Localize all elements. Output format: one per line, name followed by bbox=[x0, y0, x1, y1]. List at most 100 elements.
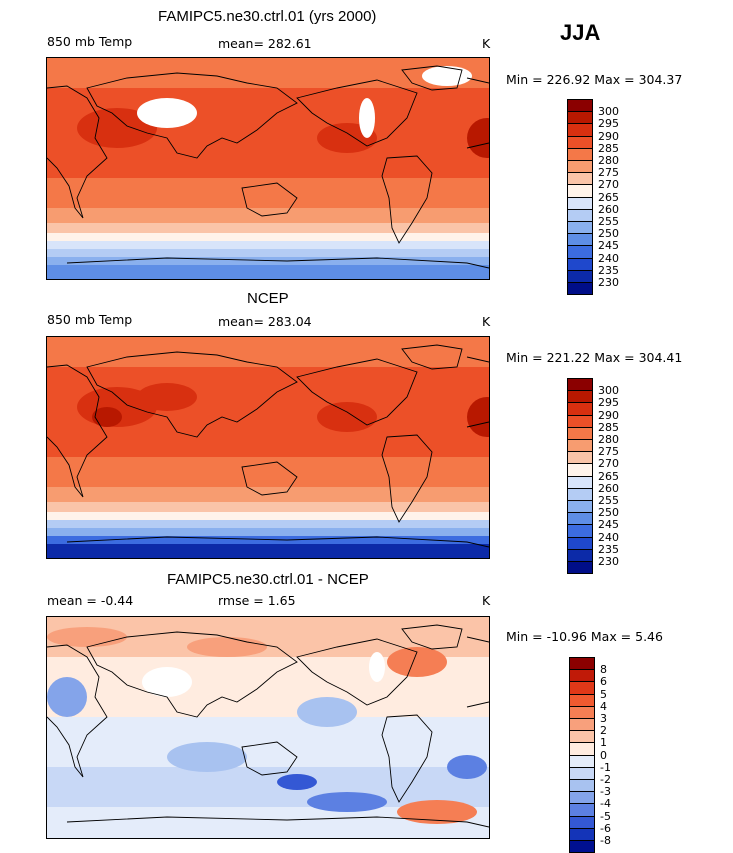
colorbar-swatch bbox=[567, 123, 593, 137]
coastline bbox=[241, 182, 298, 217]
map-anomaly bbox=[277, 774, 317, 790]
map-band bbox=[47, 536, 489, 544]
map-anomaly bbox=[167, 742, 247, 772]
colorbar-swatch bbox=[569, 693, 595, 707]
panel2-minmax: Min = 221.22 Max = 304.41 bbox=[506, 350, 683, 365]
colorbar-swatch bbox=[567, 172, 593, 186]
colorbar-swatch bbox=[567, 269, 593, 283]
colorbar-swatch bbox=[569, 766, 595, 780]
map-band bbox=[47, 223, 489, 233]
colorbar-swatch bbox=[567, 184, 593, 198]
map-anomaly bbox=[92, 407, 122, 427]
map-anomaly bbox=[137, 383, 197, 411]
colorbar-tick-label: 245 bbox=[598, 239, 619, 253]
map-canvas bbox=[47, 58, 489, 279]
colorbar-tick-label: 275 bbox=[598, 166, 619, 180]
colorbar-swatch bbox=[567, 487, 593, 501]
map-anomaly bbox=[467, 118, 489, 158]
panel2-title: NCEP bbox=[247, 290, 289, 307]
colorbar-swatch bbox=[567, 147, 593, 161]
colorbar-tick-label: 230 bbox=[598, 555, 619, 568]
colorbar-tick-label: 1 bbox=[600, 736, 607, 750]
panel2-map bbox=[46, 336, 490, 559]
colorbar-tick-label: 265 bbox=[598, 469, 619, 483]
colorbar-tick-label: 250 bbox=[598, 227, 619, 241]
map-anomaly bbox=[359, 98, 375, 138]
coastline bbox=[86, 351, 298, 438]
panel2-variable: 850 mb Temp bbox=[47, 312, 133, 327]
coastline bbox=[296, 358, 418, 426]
colorbar-tick-label: 260 bbox=[598, 202, 619, 216]
colorbar-tick-label: 265 bbox=[598, 190, 619, 204]
map-band bbox=[47, 512, 489, 520]
map-band bbox=[47, 528, 489, 536]
colorbar-tick-label: 280 bbox=[598, 154, 619, 167]
map-band bbox=[47, 520, 489, 528]
colorbar-swatch bbox=[567, 561, 593, 575]
map-band bbox=[47, 767, 489, 807]
colorbar-swatch bbox=[567, 257, 593, 271]
coastline bbox=[86, 631, 298, 718]
colorbar-swatch bbox=[567, 390, 593, 404]
colorbar-tick-label: 240 bbox=[598, 530, 619, 544]
panel1-title: FAMIPC5.ne30.ctrl.01 (yrs 2000) bbox=[158, 8, 377, 25]
map-anomaly bbox=[467, 397, 489, 437]
coastline bbox=[47, 85, 108, 219]
colorbar-swatch bbox=[567, 414, 593, 428]
map-band bbox=[47, 502, 489, 512]
colorbar-swatch bbox=[569, 827, 595, 841]
panel3-map bbox=[46, 616, 490, 839]
panel1-mean: mean= 282.61 bbox=[218, 36, 312, 51]
colorbar-swatch bbox=[569, 754, 595, 768]
colorbar-tick-label: 270 bbox=[598, 457, 619, 471]
map-anomaly bbox=[142, 667, 192, 697]
colorbar-tick-label: 6 bbox=[600, 675, 607, 689]
colorbar-tick-label: 295 bbox=[598, 117, 619, 131]
colorbar-swatch bbox=[567, 196, 593, 210]
panel2-mean: mean= 283.04 bbox=[218, 314, 312, 329]
panel1-map bbox=[46, 57, 490, 280]
colorbar-tick-label: 245 bbox=[598, 518, 619, 532]
map-anomaly bbox=[137, 98, 197, 128]
coastline bbox=[401, 344, 463, 370]
map-band bbox=[47, 257, 489, 265]
map-anomaly bbox=[307, 792, 387, 812]
map-band bbox=[47, 241, 489, 249]
coastline bbox=[66, 816, 489, 828]
panel3-title: FAMIPC5.ne30.ctrl.01 - NCEP bbox=[167, 571, 369, 588]
colorbar-swatch bbox=[567, 208, 593, 222]
map-canvas bbox=[47, 337, 489, 558]
map-band bbox=[47, 233, 489, 241]
coastline bbox=[296, 638, 418, 706]
colorbar-swatch bbox=[567, 426, 593, 440]
colorbar-tick-label: 235 bbox=[598, 263, 619, 277]
panel1-minmax: Min = 226.92 Max = 304.37 bbox=[506, 72, 683, 87]
map-band bbox=[47, 58, 489, 88]
colorbar-swatch bbox=[569, 705, 595, 719]
coastline bbox=[241, 741, 298, 776]
colorbar-swatch bbox=[567, 135, 593, 149]
colorbar-tick-label: 0 bbox=[600, 748, 607, 762]
colorbar-tick-label: 3 bbox=[600, 712, 607, 725]
colorbar-swatch bbox=[569, 742, 595, 756]
coastline bbox=[47, 364, 108, 498]
colorbar-tick-label: 260 bbox=[598, 481, 619, 495]
colorbar-tick-label: -8 bbox=[600, 834, 611, 847]
colorbar-swatch bbox=[567, 245, 593, 259]
map-anomaly bbox=[297, 697, 357, 727]
colorbar-tick-label: 285 bbox=[598, 420, 619, 434]
colorbar-swatch bbox=[567, 475, 593, 489]
colorbar-swatch bbox=[567, 524, 593, 538]
coastline bbox=[296, 79, 418, 147]
colorbar-swatch bbox=[569, 840, 595, 853]
map-anomaly bbox=[447, 755, 487, 779]
colorbar-tick-label: 255 bbox=[598, 494, 619, 507]
colorbar-swatch bbox=[569, 803, 595, 817]
colorbar-tick-label: -6 bbox=[600, 821, 611, 835]
colorbar-tick-label: 2 bbox=[600, 724, 607, 738]
colorbar-swatch bbox=[569, 730, 595, 744]
coastline bbox=[66, 536, 489, 548]
map-anomaly bbox=[397, 800, 477, 824]
panel3-units: K bbox=[482, 593, 491, 608]
colorbar-swatch bbox=[567, 548, 593, 562]
